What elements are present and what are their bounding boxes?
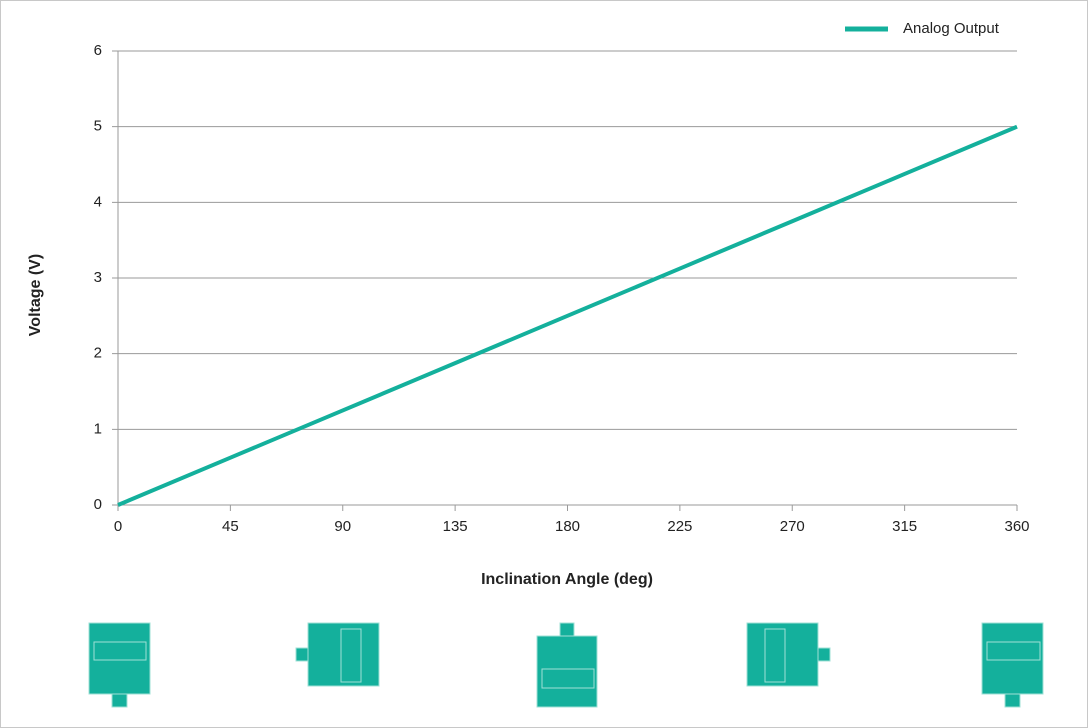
x-axis-title: Inclination Angle (deg) xyxy=(481,571,653,588)
y-tick-label: 4 xyxy=(94,193,102,210)
y-tick-label: 1 xyxy=(94,420,102,437)
x-tick-label: 315 xyxy=(892,518,917,535)
x-tick-label: 180 xyxy=(555,518,580,535)
y-tick-label: 0 xyxy=(94,496,102,513)
y-axis-title: Voltage (V) xyxy=(27,254,44,336)
sensor-window xyxy=(764,628,786,683)
data-line xyxy=(117,124,1018,507)
x-tick-label: 90 xyxy=(334,518,351,535)
y-tick-label: 2 xyxy=(94,345,102,362)
sensor-tab xyxy=(111,693,128,708)
sensor-window xyxy=(93,641,147,661)
y-tick-label: 3 xyxy=(94,269,102,286)
sensor-tab xyxy=(1004,693,1021,708)
sensor-icons xyxy=(88,622,1044,708)
x-tick-label: 360 xyxy=(1004,518,1029,535)
x-tick-label: 0 xyxy=(114,518,122,535)
sensor-tab xyxy=(817,647,831,662)
x-tick-label: 45 xyxy=(222,518,239,535)
y-tick-label: 5 xyxy=(94,118,102,135)
x-tick-label: 270 xyxy=(780,518,805,535)
legend-label: Analog Output xyxy=(903,20,1000,37)
sensor-window xyxy=(340,628,362,683)
x-tick-label: 225 xyxy=(667,518,692,535)
sensor-window xyxy=(541,668,595,689)
sensor-window xyxy=(986,641,1041,661)
sensor-tab xyxy=(295,647,309,662)
y-tick-label: 6 xyxy=(94,42,102,59)
sensor-tab xyxy=(559,622,575,637)
x-tick-label: 135 xyxy=(443,518,468,535)
